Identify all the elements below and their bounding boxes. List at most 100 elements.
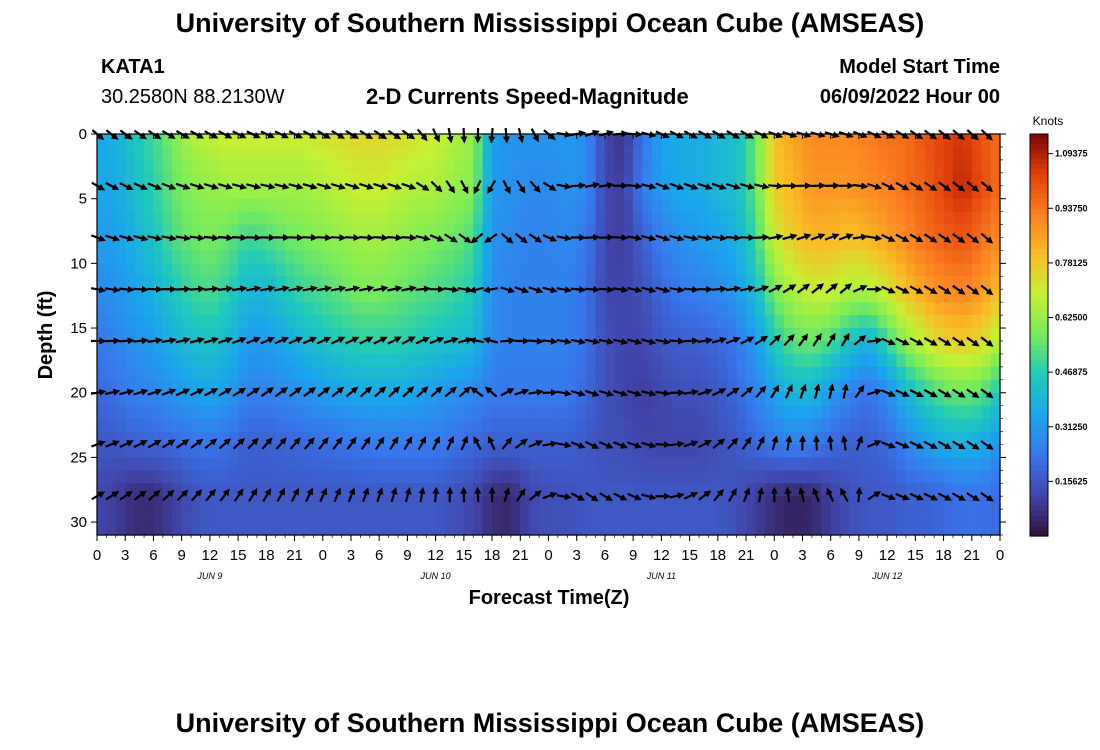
current-arrow — [260, 387, 275, 398]
heatmap-cell — [388, 315, 399, 329]
heatmap-cell — [783, 470, 794, 484]
heatmap-cell — [858, 198, 869, 213]
heatmap-cell — [426, 250, 437, 264]
heatmap-cell — [990, 457, 1001, 471]
current-arrow — [387, 182, 403, 190]
heatmap-cell — [228, 340, 239, 355]
heatmap-cell — [209, 185, 220, 200]
heatmap-cell — [717, 211, 728, 226]
current-arrow — [148, 490, 161, 501]
heatmap-cell — [416, 496, 427, 510]
current-arrow — [303, 437, 315, 450]
heatmap-cell — [388, 302, 399, 316]
heatmap-cell — [557, 340, 568, 355]
heatmap-cell — [858, 392, 869, 407]
heatmap-cell — [266, 366, 277, 381]
heatmap-cell — [303, 146, 314, 161]
heatmap-cell — [858, 224, 869, 239]
heatmap-cell — [642, 224, 653, 239]
heatmap-cell — [971, 315, 982, 329]
heatmap-cell — [426, 263, 437, 277]
heatmap-cell — [736, 146, 747, 161]
heatmap-cell — [924, 250, 935, 264]
heatmap-cell — [689, 457, 700, 471]
heatmap-cell — [557, 457, 568, 471]
heatmap-cell — [680, 470, 691, 484]
heatmap-cell — [727, 250, 738, 264]
heatmap-cell — [830, 237, 841, 252]
heatmap-cell — [134, 509, 145, 523]
heatmap-cell — [322, 379, 333, 394]
heatmap-cell — [134, 392, 145, 407]
colorbar-segment — [1030, 324, 1048, 331]
heatmap-cell — [680, 366, 691, 381]
heatmap-cell — [106, 379, 117, 394]
heatmap-cell — [915, 328, 926, 342]
heatmap-cell — [510, 431, 521, 446]
heatmap-cell — [576, 276, 587, 290]
current-arrow — [482, 336, 499, 344]
heatmap-cell — [181, 224, 192, 239]
current-arrow — [909, 233, 924, 243]
heatmap-cell — [680, 276, 691, 290]
x-tick-label: 15 — [456, 547, 473, 564]
heatmap-cell — [341, 315, 352, 329]
colorbar-segment — [1030, 355, 1048, 361]
heatmap-cell — [115, 134, 126, 148]
current-arrow — [895, 492, 911, 501]
heatmap-cell — [821, 172, 832, 187]
current-arrow — [274, 336, 290, 345]
heatmap-cell — [670, 289, 681, 303]
heatmap-cell — [689, 289, 700, 303]
heatmap-cell — [97, 392, 108, 407]
heatmap-cell — [793, 405, 804, 420]
heatmap-cell — [736, 509, 747, 523]
heatmap-cell — [539, 315, 550, 329]
heatmap-cell — [811, 366, 822, 381]
heatmap-cell — [97, 134, 108, 148]
heatmap-cell — [369, 198, 380, 213]
heatmap-cell — [256, 134, 267, 148]
heatmap-cell — [162, 522, 173, 536]
heatmap-cell — [473, 250, 484, 264]
current-arrow — [951, 492, 966, 501]
current-arrow — [641, 493, 657, 501]
heatmap-cell — [454, 146, 465, 161]
heatmap-cell — [905, 211, 916, 226]
current-arrow — [316, 336, 332, 345]
heatmap-cell — [191, 366, 202, 381]
heatmap-cell — [275, 418, 286, 433]
heatmap-cell — [868, 172, 879, 187]
heatmap-cell — [172, 496, 183, 510]
heatmap-cell — [97, 496, 108, 510]
heatmap-cell — [793, 470, 804, 484]
heatmap-cell — [350, 185, 361, 200]
heatmap-cell — [153, 496, 164, 510]
heatmap-cell — [313, 198, 324, 213]
heatmap-cell — [426, 457, 437, 471]
heatmap-cell — [642, 198, 653, 213]
heatmap-cell — [595, 315, 606, 329]
heatmap-cell — [454, 405, 465, 420]
heatmap-cell — [840, 340, 851, 355]
heatmap-cell — [445, 470, 456, 484]
heatmap-cell — [350, 522, 361, 536]
heatmap-cell — [943, 146, 954, 161]
heatmap-cell — [858, 483, 869, 497]
heatmap-cell — [172, 263, 183, 277]
colorbar-segment — [1030, 139, 1048, 145]
current-arrow — [330, 336, 346, 345]
heatmap-cell — [529, 198, 540, 213]
heatmap-cell — [463, 289, 474, 303]
heatmap-cell — [539, 379, 550, 394]
heatmap-cell — [793, 198, 804, 213]
heatmap-cell — [407, 405, 418, 420]
current-arrow — [980, 284, 994, 296]
current-arrow — [584, 233, 601, 241]
heatmap-cell — [840, 315, 851, 329]
heatmap-cell — [595, 379, 606, 394]
heatmap-cell — [567, 340, 578, 355]
heatmap-cell — [623, 509, 634, 523]
heatmap-cell — [463, 496, 474, 510]
colorbar-segment — [1030, 169, 1048, 175]
